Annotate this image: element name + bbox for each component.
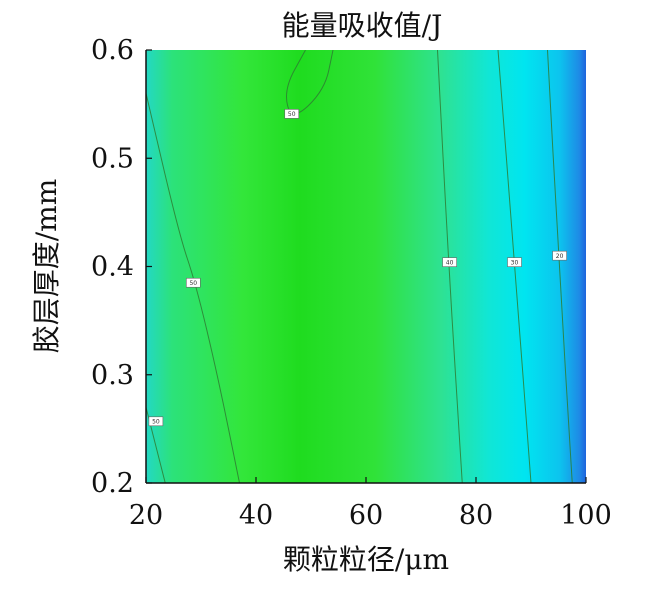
- y-axis-ticks: 0.2 0.3 0.4 0.5 0.6: [91, 35, 152, 499]
- contour-label-0: 50: [284, 109, 300, 119]
- x-tick-label-1: 40: [239, 500, 273, 531]
- contour-label-1: 50: [186, 277, 201, 288]
- contour-line-1: [146, 93, 240, 483]
- y-tick-label-1: 0.3: [91, 360, 134, 391]
- y-tick-label-0: 0.2: [91, 468, 134, 499]
- svg-text:30: 30: [511, 259, 519, 266]
- contour-labels: 50 50 50 40 30 20: [148, 109, 567, 427]
- contour-label-2: 50: [148, 416, 164, 427]
- x-tick-label-2: 60: [349, 500, 383, 531]
- y-tick-label-3: 0.5: [91, 143, 134, 174]
- x-axis-title: 颗粒粒径/μm: [283, 543, 449, 576]
- contour-label-3: 40: [442, 257, 457, 267]
- y-tick-label-4: 0.6: [91, 35, 134, 66]
- svg-text:50: 50: [288, 111, 296, 118]
- x-axis-ticks: 20 40 60 80 100: [129, 477, 612, 531]
- chart-title: 能量吸收值/J: [282, 9, 443, 42]
- contour-label-4: 30: [507, 257, 522, 267]
- svg-text:50: 50: [189, 280, 197, 287]
- svg-text:50: 50: [152, 418, 160, 425]
- svg-text:20: 20: [556, 253, 564, 260]
- x-tick-label-3: 80: [459, 500, 493, 531]
- contour-label-5: 20: [552, 250, 567, 261]
- y-tick-label-2: 0.4: [91, 252, 134, 283]
- x-tick-label-4: 100: [560, 500, 612, 531]
- svg-text:40: 40: [446, 259, 454, 266]
- x-tick-label-0: 20: [129, 500, 163, 531]
- y-axis-title: 胶层厚度/mm: [30, 179, 63, 354]
